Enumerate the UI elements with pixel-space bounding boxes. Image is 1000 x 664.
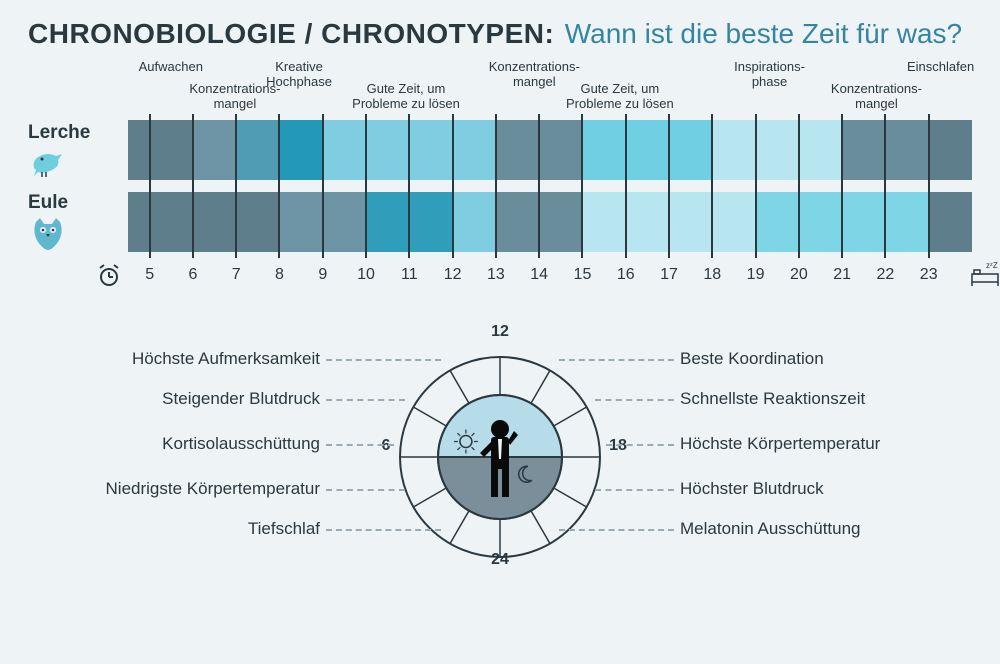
clock-event-label: Niedrigste Körpertemperatur [106,479,320,499]
clock-hour-label: 18 [609,437,627,455]
x-axis-tick: 8 [275,266,284,284]
timeline-segment [366,192,453,252]
x-axis-tick: 11 [401,266,418,284]
bed-icon: zᶻZ [970,260,1000,293]
x-axis-tick: 7 [232,266,241,284]
x-axis-tick: 5 [145,266,154,284]
timeline-segment [582,192,755,252]
connector-line [559,529,674,531]
timeline-segment [193,120,236,180]
timeline-row: Eule [28,192,972,252]
clock-event-label: Melatonin Ausschüttung [680,519,861,539]
connector-line [326,529,441,531]
clock-hour-label: 24 [491,551,509,569]
x-axis-tick: 18 [703,266,721,284]
timeline-segment [128,192,279,252]
clock-event-label: Steigender Blutdruck [162,389,320,409]
timeline-segment [756,192,929,252]
timeline-segment [712,120,842,180]
clock-event-label: Tiefschlaf [248,519,320,539]
x-axis-tick: 23 [920,266,938,284]
x-axis-tick: 19 [747,266,765,284]
clock-event-label: Schnellste Reaktionszeit [680,389,865,409]
timeline-segment [128,120,193,180]
timeline-segment [496,192,583,252]
clock-event-label: Höchste Körpertemperatur [680,434,880,454]
x-axis: zᶻZ 567891011121314151617181920212223 [28,264,972,294]
x-axis-tick: 15 [574,266,592,284]
alarm-clock-icon [96,262,122,293]
phase-label: Gute Zeit, umProbleme zu lösen [566,82,674,112]
x-axis-tick: 22 [877,266,895,284]
phase-label: Konzentrations-mangel [831,82,922,112]
phase-label: Gute Zeit, umProbleme zu lösen [352,82,460,112]
x-axis-tick: 14 [530,266,548,284]
timeline-segment [582,120,712,180]
connector-line [326,359,441,361]
timeline-bar [128,120,972,180]
lark-icon [28,146,122,178]
connector-line [326,399,405,401]
title-bold: CHRONOBIOLOGIE / CHRONOTYPEN: [28,18,554,49]
timeline-segment [453,192,496,252]
connector-line [595,399,674,401]
timeline-segment [236,120,279,180]
clock-hour-label: 6 [382,437,391,455]
timeline-segment [929,120,972,180]
clock-event-label: Höchster Blutdruck [680,479,824,499]
timeline-segment [279,192,366,252]
x-axis-tick: 9 [318,266,327,284]
clock-face [380,337,620,577]
timeline-row: Lerche [28,120,972,180]
title-subtitle: Wann ist die beste Zeit für was? [565,18,962,49]
x-axis-tick: 20 [790,266,808,284]
owl-icon [28,216,122,252]
row-label: Lerche [28,122,128,178]
x-axis-tick: 16 [617,266,635,284]
phase-label: KreativeHochphase [266,60,332,90]
timeline-segment [323,120,496,180]
connector-line [606,444,674,446]
connector-line [595,489,674,491]
timeline-segment [279,120,322,180]
timeline: Lerche Eule [28,120,972,252]
clock-event-label: Beste Koordination [680,349,824,369]
clock-hour-label: 12 [491,323,509,341]
page-title: CHRONOBIOLOGIE / CHRONOTYPEN: Wann ist d… [28,18,972,50]
svg-text:zᶻZ: zᶻZ [986,261,998,270]
x-axis-tick: 17 [660,266,678,284]
phase-labels: Aufwachen Konzentrations-mangel KreativeHo… [128,60,962,120]
x-axis-tick: 10 [357,266,375,284]
row-label: Eule [28,192,128,252]
x-axis-tick: 12 [444,266,462,284]
connector-line [559,359,674,361]
x-axis-tick: 6 [188,266,197,284]
timeline-bar [128,192,972,252]
phase-label: Aufwachen [139,60,203,75]
phase-label: Inspirations-phase [734,60,805,90]
timeline-segment [929,192,972,252]
timeline-segment [842,120,929,180]
clock-event-label: Höchste Aufmerksamkeit [132,349,320,369]
connector-line [326,489,405,491]
body-clock-diagram: 12 24 6 18 Höchste Aufmerksamkeit Steigender … [28,314,972,574]
clock-event-label: Kortisolausschüttung [162,434,320,454]
connector-line [326,444,394,446]
phase-label: Einschlafen [907,60,974,75]
timeline-segment [496,120,583,180]
x-axis-tick: 13 [487,266,505,284]
x-axis-tick: 21 [833,266,851,284]
